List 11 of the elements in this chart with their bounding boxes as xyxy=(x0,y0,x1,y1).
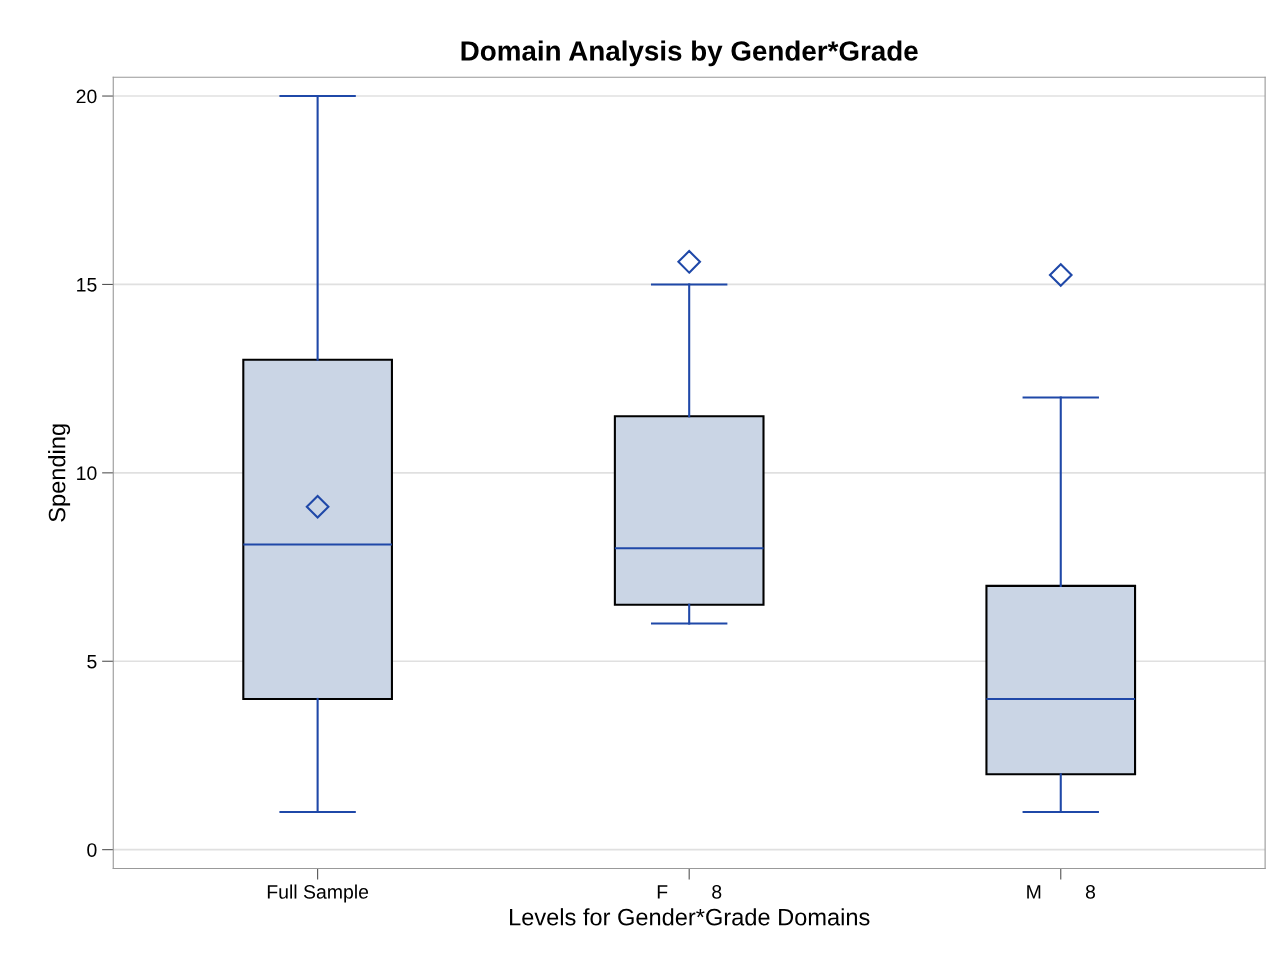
y-tick-label: 0 xyxy=(87,843,97,857)
y-tick-label: 5 xyxy=(87,654,97,669)
chart-title: Domain Analysis by Gender*Grade xyxy=(461,40,918,67)
y-tick-label: 15 xyxy=(77,278,97,292)
x-axis-title: Levels for Gender*Grade Domains xyxy=(510,908,870,926)
y-tick-label: 20 xyxy=(76,89,97,104)
x-tick-label: M 8 xyxy=(1027,884,1096,899)
x-tick-label: Full Sample xyxy=(267,884,369,903)
y-tick-label: 10 xyxy=(77,466,97,481)
x-tick-label: F 8 xyxy=(657,884,722,899)
y-axis-title: Spending xyxy=(48,424,71,522)
